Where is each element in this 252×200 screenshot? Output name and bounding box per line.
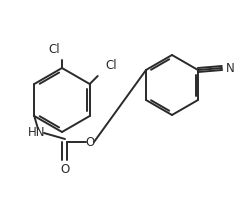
Text: Cl: Cl (105, 59, 117, 72)
Text: O: O (85, 136, 94, 148)
Text: N: N (225, 62, 234, 74)
Text: Cl: Cl (48, 43, 59, 56)
Text: O: O (60, 163, 69, 176)
Text: HN: HN (28, 126, 45, 138)
